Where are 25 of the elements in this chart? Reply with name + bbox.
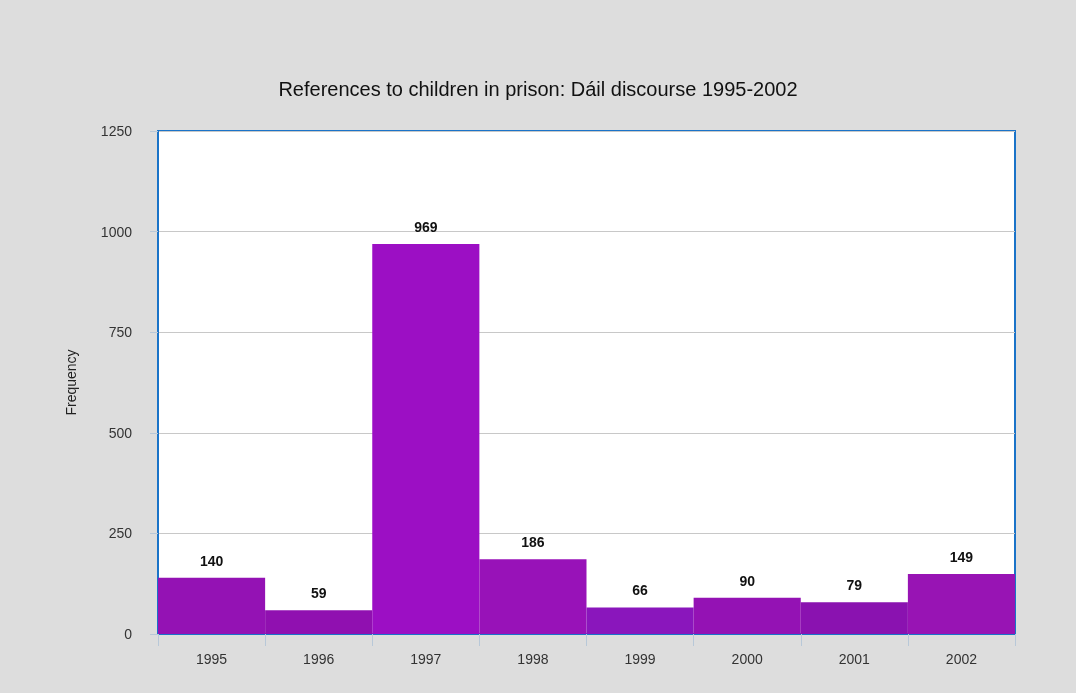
data-label: 149	[949, 549, 974, 566]
x-tick-label: 2001	[838, 651, 871, 667]
y-tick-label: 250	[108, 525, 133, 542]
x-tick-label: 1997	[410, 651, 442, 667]
y-tick-label: 750	[108, 324, 133, 341]
y-tick-label: 1250	[100, 123, 133, 139]
bar	[907, 574, 1015, 634]
data-label: 186	[521, 534, 545, 551]
x-tick-label: 2000	[731, 651, 763, 667]
y-tick-label: 1000	[100, 223, 133, 240]
data-label: 140	[199, 552, 224, 569]
data-label: 66	[632, 582, 649, 599]
y-axis-title: Frequency	[63, 349, 79, 416]
x-tick-label: 1998	[517, 651, 549, 667]
y-tick-label: 500	[108, 424, 133, 441]
x-tick-label: 1996	[303, 651, 335, 667]
data-label: 969	[414, 219, 438, 236]
x-tick-label: 1999	[624, 651, 656, 667]
data-label: 79	[846, 577, 863, 594]
data-label: 90	[739, 572, 756, 589]
data-label: 59	[310, 585, 327, 602]
chart-title: References to children in prison: Dáil discourse 1995-2002	[278, 78, 798, 100]
x-tick-label: 1995	[195, 651, 228, 667]
x-tick-label: 2002	[945, 651, 978, 667]
y-tick-label: 0	[124, 626, 133, 642]
